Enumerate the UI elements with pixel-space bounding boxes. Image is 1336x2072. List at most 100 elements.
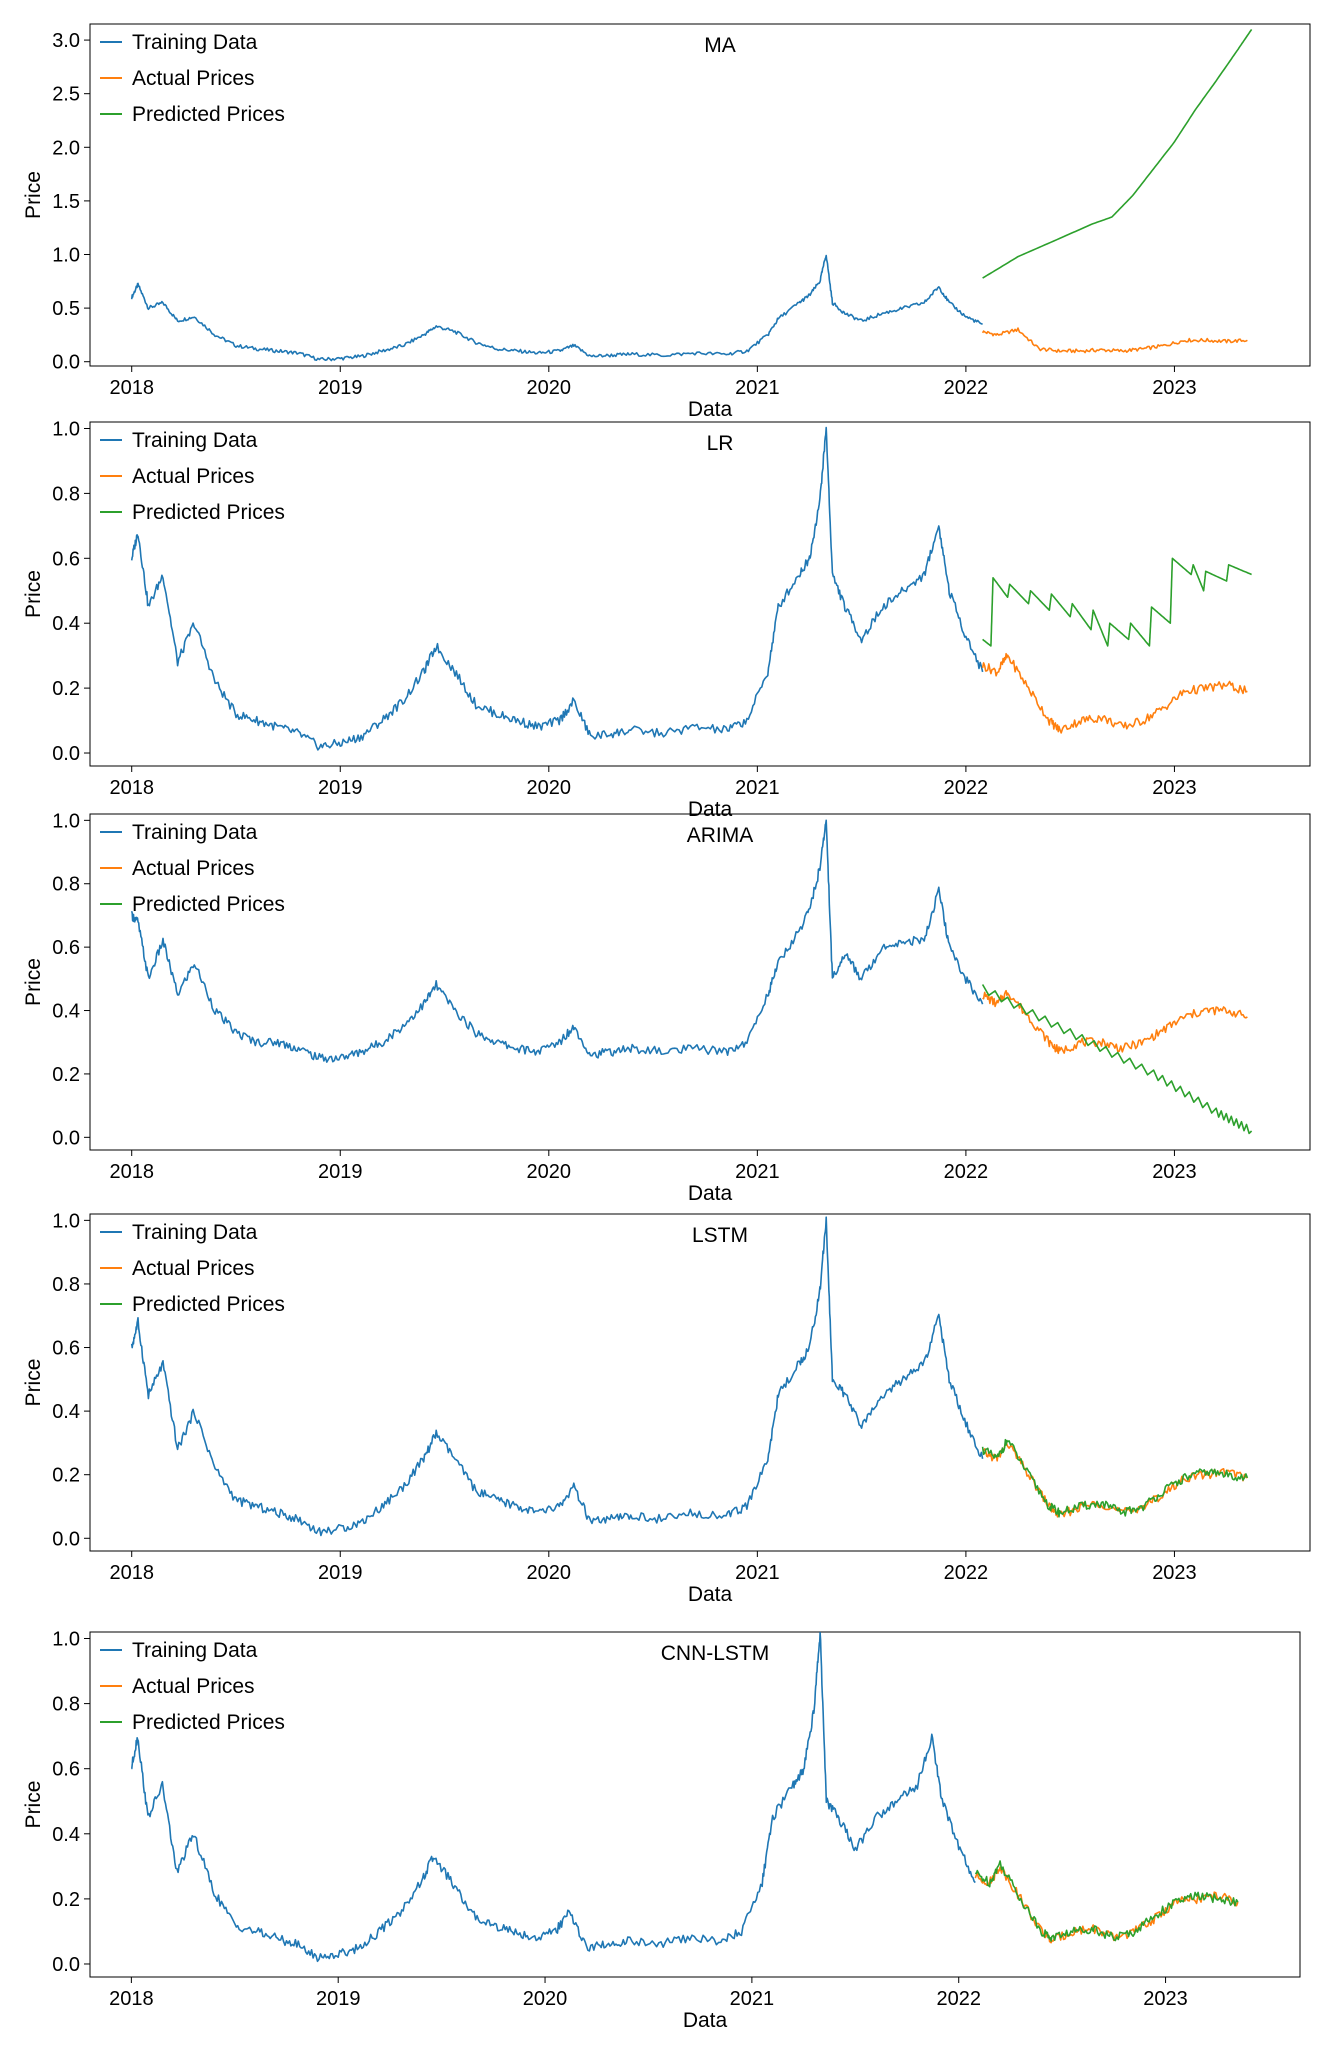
chart-title: LR	[707, 432, 734, 455]
chart-panel-cnn-lstm: 0.0 0.2 0.4 0.6 0.8 1.0 2018 2019 2020 2021 2022 20…	[22, 1629, 1301, 2032]
y-tick-label: 1.0	[52, 1629, 80, 1651]
y-tick-label: 2.0	[52, 137, 80, 159]
series-line-predicted-prices	[982, 28, 1253, 279]
legend-label: Training Data	[132, 1639, 258, 1662]
y-tick-label: 0.2	[52, 678, 80, 700]
y-tick-label: 0.0	[52, 352, 80, 374]
x-axis-title: Data	[688, 398, 733, 421]
x-tick-label: 2020	[527, 1562, 572, 1584]
legend-label: Predicted Prices	[132, 893, 285, 916]
y-tick-label: 0.0	[52, 1127, 80, 1149]
chart-title: ARIMA	[687, 824, 754, 847]
y-tick-label: 0.0	[52, 743, 80, 765]
legend-label: Predicted Prices	[132, 1711, 285, 1734]
y-tick-label: 0.4	[52, 1001, 80, 1023]
chart-panel-ma: 0.0 0.5 1.0 1.5 2.0 2.5 3.0 2018 2019 2020 2021 202…	[22, 23, 1311, 421]
legend-label: Training Data	[132, 821, 258, 844]
legend-label: Training Data	[132, 31, 258, 54]
legend-label: Predicted Prices	[132, 103, 285, 126]
legend-label: Training Data	[132, 429, 258, 452]
plot-frame	[89, 1631, 1301, 1978]
x-tick-label: 2022	[944, 377, 989, 399]
y-tick-label: 0.4	[52, 1824, 80, 1846]
x-tick-label: 2019	[318, 777, 363, 799]
series-line-training-data	[130, 819, 984, 1063]
legend-label: Predicted Prices	[132, 501, 285, 524]
x-tick-label: 2020	[527, 377, 572, 399]
legend-label: Actual Prices	[132, 857, 255, 880]
plot-frame	[89, 421, 1311, 767]
series-line-predicted-prices	[981, 984, 1253, 1135]
y-tick-label: 0.0	[52, 1954, 80, 1976]
y-tick-label: 0.2	[52, 1465, 80, 1487]
chart-panel-arima: 0.0 0.2 0.4 0.6 0.8 1.0 2018 2019 2020 2021 2022 20…	[22, 810, 1311, 1205]
y-tick-label: 0.6	[52, 1338, 80, 1360]
plot-frame	[89, 1213, 1311, 1552]
y-axis-title: Price	[22, 570, 45, 618]
y-tick-label: 0.8	[52, 874, 80, 896]
y-axis-title: Price	[22, 958, 45, 1006]
legend-label: Actual Prices	[132, 1675, 255, 1698]
y-axis-title: Price	[22, 1781, 45, 1829]
series-line-training-data	[130, 254, 983, 362]
x-axis-title: Data	[688, 1583, 733, 1606]
x-tick-label: 2023	[1152, 1562, 1197, 1584]
x-tick-label: 2018	[109, 377, 154, 399]
y-tick-label: 0.4	[52, 1401, 80, 1423]
x-tick-label: 2023	[1152, 1161, 1197, 1183]
legend-label: Actual Prices	[132, 1257, 255, 1280]
y-tick-label: 2.5	[52, 84, 80, 106]
x-tick-label: 2019	[318, 1161, 363, 1183]
x-tick-label: 2022	[944, 1562, 989, 1584]
x-tick-label: 2021	[735, 377, 780, 399]
legend-label: Actual Prices	[132, 67, 255, 90]
legend-label: Actual Prices	[132, 465, 255, 488]
y-tick-label: 0.2	[52, 1889, 80, 1911]
x-tick-label: 2022	[944, 1161, 989, 1183]
series-line-training-data	[130, 1216, 984, 1537]
x-tick-label: 2022	[944, 777, 989, 799]
y-tick-label: 0.0	[52, 1528, 80, 1550]
x-axis-title: Data	[683, 2009, 728, 2032]
x-tick-label: 2023	[1143, 1988, 1188, 2010]
x-tick-label: 2022	[936, 1988, 981, 2010]
y-tick-label: 0.4	[52, 613, 80, 635]
y-tick-label: 0.6	[52, 937, 80, 959]
x-tick-label: 2019	[318, 1562, 363, 1584]
y-axis-title: Price	[22, 171, 45, 219]
series-line-predicted-prices	[982, 557, 1252, 647]
x-tick-label: 2018	[109, 1161, 154, 1183]
y-tick-label: 0.5	[52, 298, 80, 320]
x-tick-label: 2020	[527, 1161, 572, 1183]
y-tick-label: 0.2	[52, 1064, 80, 1086]
y-tick-label: 0.8	[52, 483, 80, 505]
chart-title: LSTM	[692, 1224, 748, 1247]
x-tick-label: 2020	[527, 777, 572, 799]
chart-title: MA	[704, 34, 736, 57]
series-line-actual-prices	[981, 327, 1248, 354]
x-tick-label: 2023	[1152, 777, 1197, 799]
y-axis-title: Price	[22, 1359, 45, 1407]
y-tick-label: 0.6	[52, 548, 80, 570]
legend-label: Training Data	[132, 1221, 258, 1244]
series-line-predicted-prices	[981, 1438, 1249, 1518]
x-axis-title: Data	[688, 1182, 733, 1205]
y-tick-label: 0.8	[52, 1274, 80, 1296]
chart-title: CNN-LSTM	[661, 1642, 770, 1665]
x-tick-label: 2018	[109, 1988, 154, 2010]
x-tick-label: 2021	[735, 1562, 780, 1584]
plot-frame	[89, 23, 1311, 367]
y-tick-label: 1.0	[52, 418, 80, 440]
x-tick-label: 2019	[316, 1988, 361, 2010]
x-tick-label: 2021	[735, 1161, 780, 1183]
y-tick-label: 0.8	[52, 1694, 80, 1716]
series-line-actual-prices	[981, 652, 1248, 734]
y-tick-label: 1.0	[52, 1210, 80, 1232]
series-line-actual-prices	[982, 1440, 1248, 1518]
plot-frame	[89, 813, 1311, 1151]
x-axis-title: Data	[688, 798, 733, 821]
x-tick-label: 2019	[318, 377, 363, 399]
y-tick-label: 3.0	[52, 30, 80, 52]
x-tick-label: 2023	[1152, 377, 1197, 399]
